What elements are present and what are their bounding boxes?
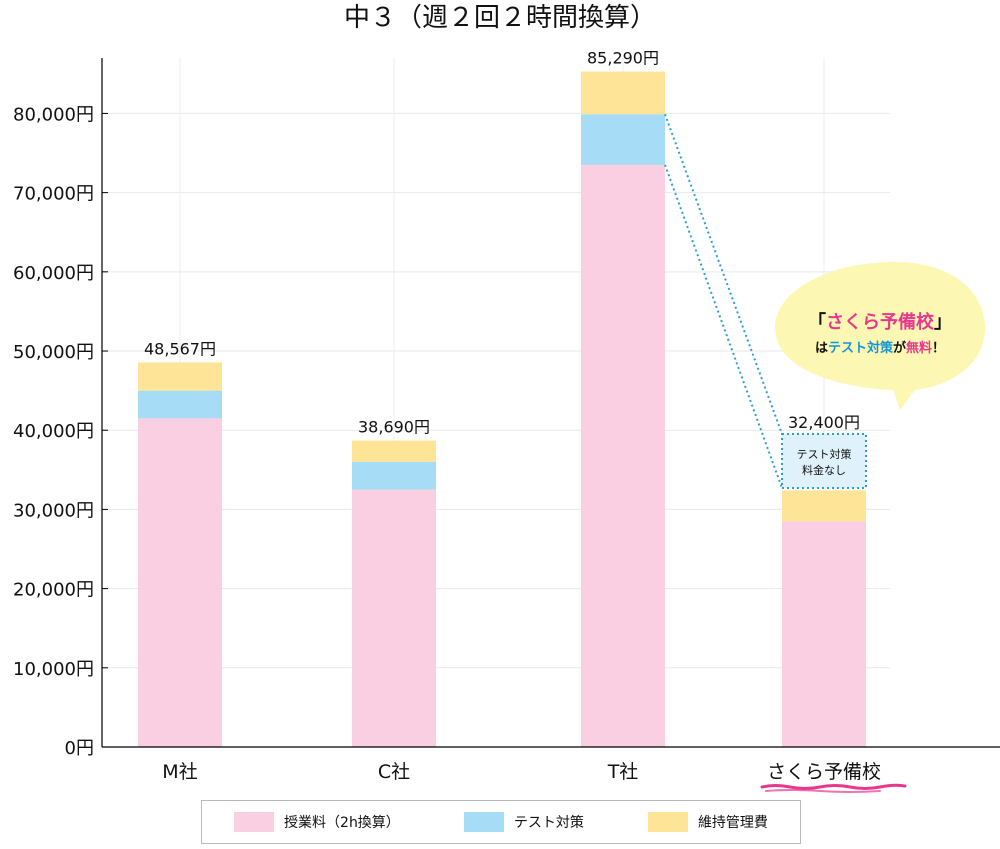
legend-label-maintenance: 維持管理費 <box>697 815 768 831</box>
legend-item-maintenance: 維持管理費 <box>647 812 768 832</box>
svg-text:はテスト対策が無料！: はテスト対策が無料！ <box>815 340 945 356</box>
y-tick-label: 50,000円 <box>13 342 94 363</box>
total-label: 38,690円 <box>358 418 430 437</box>
connector-line-top <box>664 113 783 435</box>
y-tick-label: 20,000円 <box>13 580 94 601</box>
bar-maintenance <box>138 362 222 391</box>
legend-swatch-test <box>463 812 504 832</box>
x-axis-labels: M社 C社 T社 さくら予備校 <box>162 761 907 793</box>
bubble-excl: ！ <box>932 341 945 356</box>
bubble-free: 無料 <box>906 340 932 356</box>
svg-text:「さくら予備校」: 「さくら予備校」 <box>808 311 952 333</box>
no-test-fee-box: テスト対策 料金なし <box>781 433 867 489</box>
bar-tuition <box>352 489 436 747</box>
bubble-bracket-open: 「 <box>808 311 826 333</box>
x-tick-label: C社 <box>378 761 410 783</box>
x-tick-label: M社 <box>162 761 197 783</box>
bar-tuition <box>581 164 665 747</box>
bar-maintenance <box>581 71 665 115</box>
y-tick-label: 30,000円 <box>13 500 94 521</box>
total-label: 32,400円 <box>788 413 860 432</box>
bar-maintenance <box>352 440 436 462</box>
bubble-ha: は <box>815 341 828 356</box>
highlight-underline-2 <box>765 789 881 793</box>
comparison-connector <box>664 113 783 489</box>
chart-title: 中３（週２回２時間換算） <box>344 3 656 33</box>
speech-bubble: 「さくら予備校」 はテスト対策が無料！ <box>775 262 985 410</box>
y-tick-label: 0円 <box>65 738 94 759</box>
bars <box>138 71 866 747</box>
bubble-test: テスト対策 <box>828 340 894 356</box>
no-test-fee-line1: テスト対策 <box>797 447 852 461</box>
no-test-fee-line2: 料金なし <box>802 463 846 477</box>
total-label: 85,290円 <box>587 49 659 68</box>
highlight-underline <box>760 783 907 790</box>
legend-label-test: テスト対策 <box>513 815 584 831</box>
bar-maintenance <box>782 490 866 522</box>
bar-test <box>352 461 436 490</box>
total-labels: 48,567円 38,690円 85,290円 32,400円 <box>144 49 860 437</box>
x-tick-label: T社 <box>607 761 639 783</box>
bar-test <box>138 390 222 419</box>
bar-test <box>581 114 665 165</box>
bubble-bracket-close: 」 <box>934 312 952 333</box>
bar-tuition <box>138 418 222 747</box>
legend-label-tuition: 授業料（2h換算） <box>284 815 400 831</box>
x-tick-label: さくら予備校 <box>767 761 881 783</box>
y-tick-label: 80,000円 <box>13 104 94 125</box>
bubble-ga: が <box>893 340 906 356</box>
y-tick-label: 70,000円 <box>13 184 94 205</box>
bar-tuition <box>782 521 866 747</box>
legend: 授業料（2h換算） テスト対策 維持管理費 <box>201 800 801 844</box>
y-tick-label: 60,000円 <box>13 263 94 284</box>
speech-bubble-shape <box>775 262 985 410</box>
legend-item-tuition: 授業料（2h換算） <box>234 812 400 832</box>
bubble-school-name: さくら予備校 <box>826 311 935 333</box>
y-tick-label: 10,000円 <box>13 659 94 680</box>
connector-line-bottom <box>664 164 783 489</box>
total-label: 48,567円 <box>144 339 216 358</box>
legend-swatch-tuition <box>234 812 275 832</box>
legend-item-test: テスト対策 <box>463 812 584 832</box>
y-axis-ticks: 0円 10,000円 20,000円 30,000円 40,000円 50,000円 60,… <box>13 104 108 759</box>
legend-swatch-maintenance <box>647 812 688 832</box>
y-tick-label: 40,000円 <box>13 421 94 442</box>
